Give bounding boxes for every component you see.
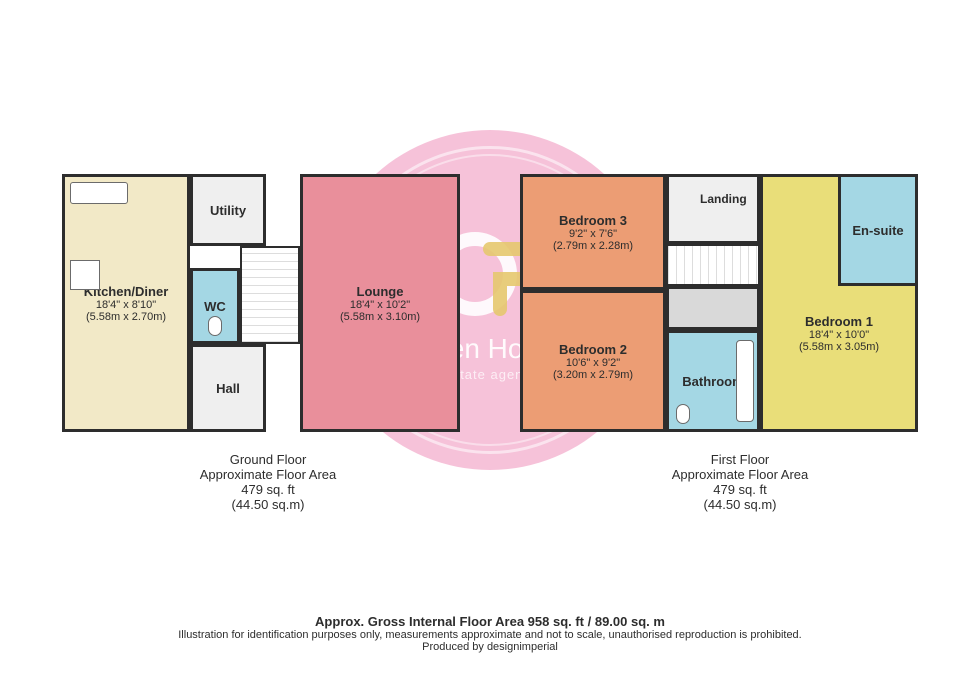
floor-area-caption: Approximate Floor Area <box>168 467 368 482</box>
room-label: WC <box>204 299 226 314</box>
room-bedroom-3: Bedroom 3 9'2" x 7'6" (2.79m x 2.28m) <box>520 174 666 290</box>
sink-fixture <box>70 182 128 204</box>
room-dim-imperial: 18'4" x 10'0" <box>809 329 869 341</box>
room-label: Hall <box>216 381 240 396</box>
floor-area-caption: Approximate Floor Area <box>640 467 840 482</box>
producer: Produced by designimperial <box>0 641 980 653</box>
room-label: Bedroom 1 <box>805 314 873 329</box>
room-label: Lounge <box>357 284 404 299</box>
hob-fixture <box>70 260 100 290</box>
room-label: Utility <box>210 203 246 218</box>
room-dim-metric: (5.58m x 3.10m) <box>340 311 420 323</box>
room-hall: Hall <box>190 344 266 432</box>
landing-label: Landing <box>700 192 747 206</box>
room-ensuite: En-suite <box>838 174 918 286</box>
stairs-ground <box>240 246 300 344</box>
room-label: Bathroom <box>682 374 743 389</box>
room-dim-imperial: 9'2" x 7'6" <box>569 228 617 240</box>
floorplan-canvas: Open House estate agents Kitchen/Diner 1… <box>0 0 980 692</box>
floor-area-sqm: (44.50 sq.m) <box>168 497 368 512</box>
total-area: Approx. Gross Internal Floor Area 958 sq… <box>0 614 980 629</box>
room-dim-metric: (5.58m x 3.05m) <box>799 341 879 353</box>
room-lounge: Lounge 18'4" x 10'2" (5.58m x 3.10m) <box>300 174 460 432</box>
floor-area-sqft: 479 sq. ft <box>640 482 840 497</box>
room-label: En-suite <box>852 223 903 238</box>
room-label: Bedroom 2 <box>559 342 627 357</box>
floor-name: Ground Floor <box>168 452 368 467</box>
disclaimer: Illustration for identification purposes… <box>0 629 980 641</box>
ground-floor-label: Ground Floor Approximate Floor Area 479 … <box>168 452 368 512</box>
room-dim-metric: (5.58m x 2.70m) <box>86 311 166 323</box>
room-dim-imperial: 18'4" x 10'2" <box>350 299 410 311</box>
room-dim-imperial: 10'6" x 9'2" <box>566 357 620 369</box>
room-dim-metric: (3.20m x 2.79m) <box>553 369 633 381</box>
room-utility: Utility <box>190 174 266 246</box>
footer-text: Approx. Gross Internal Floor Area 958 sq… <box>0 614 980 653</box>
room-kitchen-diner: Kitchen/Diner 18'4" x 8'10" (5.58m x 2.7… <box>62 174 190 432</box>
room-closet <box>666 286 760 330</box>
floor-area-sqft: 479 sq. ft <box>168 482 368 497</box>
first-floor-label: First Floor Approximate Floor Area 479 s… <box>640 452 840 512</box>
room-bedroom-2: Bedroom 2 10'6" x 9'2" (3.20m x 2.79m) <box>520 290 666 432</box>
floor-area-sqm: (44.50 sq.m) <box>640 497 840 512</box>
toilet-fixture <box>676 404 690 424</box>
stairs-first <box>666 244 760 286</box>
room-dim-imperial: 18'4" x 8'10" <box>96 299 156 311</box>
room-label: Bedroom 3 <box>559 213 627 228</box>
bathtub-fixture <box>736 340 754 422</box>
toilet-fixture <box>208 316 222 336</box>
floor-name: First Floor <box>640 452 840 467</box>
room-landing <box>666 174 760 244</box>
room-dim-metric: (2.79m x 2.28m) <box>553 240 633 252</box>
